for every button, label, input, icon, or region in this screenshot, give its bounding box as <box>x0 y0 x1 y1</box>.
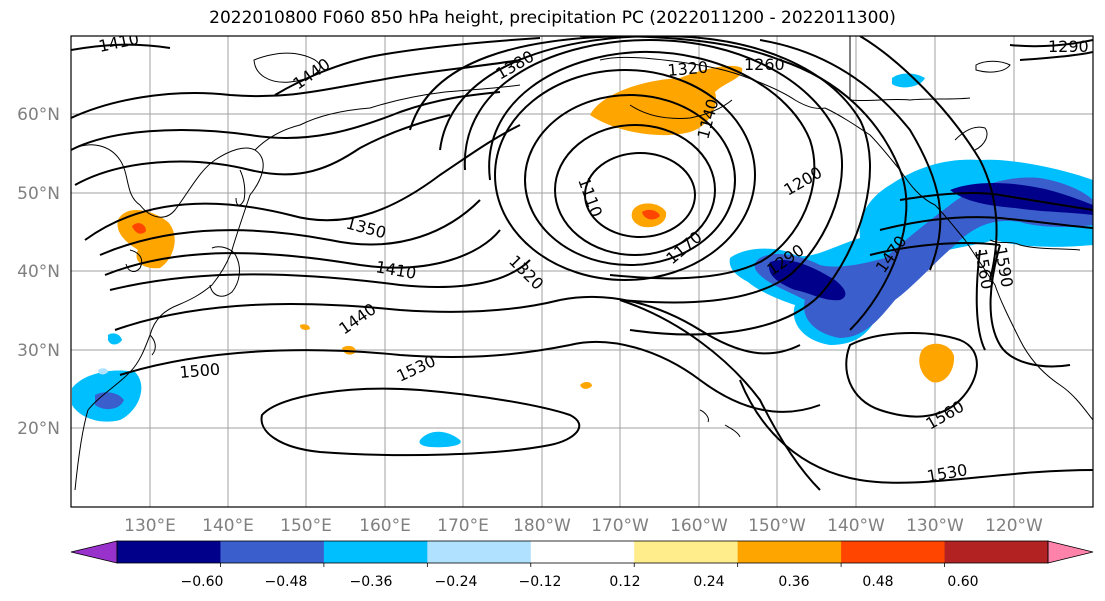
colorbar-segment <box>944 541 1049 563</box>
lat-tick-label: 20°N <box>17 419 60 439</box>
lon-tick-label: 180°W <box>513 516 571 536</box>
colorbar-segment <box>323 541 428 563</box>
colorbar: −0.60 −0.48 −0.36 −0.24 −0.12 0.12 0.24 … <box>70 540 1094 590</box>
height-contours <box>71 36 1093 491</box>
colorbar-tick-label: 0.60 <box>947 574 978 590</box>
colorbar-segment <box>737 541 842 563</box>
colorbar-tick-label: 0.36 <box>778 574 809 590</box>
colorbar-segment <box>634 541 739 563</box>
colorbar-tick-label: −0.36 <box>350 574 393 590</box>
colorbar-segment <box>220 541 325 563</box>
lon-tick-label: 160°E <box>359 516 411 536</box>
map-frame <box>70 35 1094 508</box>
lon-tick-label: 130°E <box>124 516 176 536</box>
lon-ticks: 130°E 140°E 150°E 160°E 170°E 180°W 170°… <box>124 516 1043 536</box>
colorbar-tick-label: −0.24 <box>435 574 478 590</box>
map-title: 2022010800 F060 850 hPa height, precipit… <box>209 8 896 28</box>
colorbar-tick-label: 0.12 <box>609 574 640 590</box>
lon-tick-label: 150°W <box>748 516 806 536</box>
colorbar-segment <box>427 541 532 563</box>
contour-label: 1290 <box>1048 37 1089 56</box>
colorbar-extend-high <box>1047 540 1094 564</box>
contour-label: 1320 <box>667 58 709 80</box>
contour-label: 1260 <box>744 55 785 74</box>
lon-tick-label: 130°W <box>906 516 964 536</box>
colorbar-tick-label: −0.12 <box>519 574 562 590</box>
lon-tick-label: 140°E <box>202 516 254 536</box>
colorbar-extend-low <box>70 540 118 564</box>
lon-tick-label: 170°W <box>591 516 649 536</box>
lat-tick-label: 40°N <box>17 262 60 282</box>
lon-tick-label: 120°W <box>985 516 1043 536</box>
lat-tick-label: 60°N <box>17 105 60 125</box>
lon-tick-label: 160°W <box>670 516 728 536</box>
colorbar-tick-label: 0.24 <box>693 574 724 590</box>
lon-tick-label: 170°E <box>437 516 489 536</box>
lon-tick-label: 150°E <box>280 516 332 536</box>
colorbar-tick-label: 0.48 <box>862 574 893 590</box>
lat-ticks: 60°N 50°N 40°N 30°N 20°N <box>17 105 60 439</box>
colorbar-segment <box>841 541 946 563</box>
contour-label: 1500 <box>179 360 221 382</box>
colorbar-segment <box>117 541 221 563</box>
colorbar-tick-label: −0.48 <box>265 574 308 590</box>
lat-tick-label: 50°N <box>17 184 60 204</box>
lat-tick-label: 30°N <box>17 341 60 361</box>
colorbar-tick-label: −0.60 <box>181 574 224 590</box>
colorbar-segment <box>530 541 635 563</box>
colorbar-frame <box>116 540 1049 564</box>
lon-tick-label: 140°W <box>827 516 885 536</box>
